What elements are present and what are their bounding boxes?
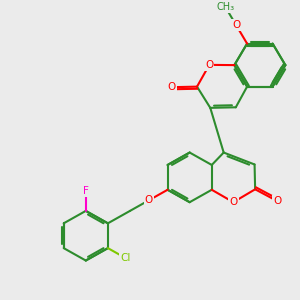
Text: F: F: [83, 186, 89, 196]
Text: O: O: [145, 195, 153, 205]
Text: O: O: [229, 197, 238, 207]
Text: O: O: [167, 82, 175, 92]
Text: O: O: [205, 60, 213, 70]
Text: O: O: [273, 196, 282, 206]
Text: CH₃: CH₃: [216, 2, 235, 12]
Text: Cl: Cl: [120, 253, 131, 263]
Text: O: O: [232, 20, 240, 30]
